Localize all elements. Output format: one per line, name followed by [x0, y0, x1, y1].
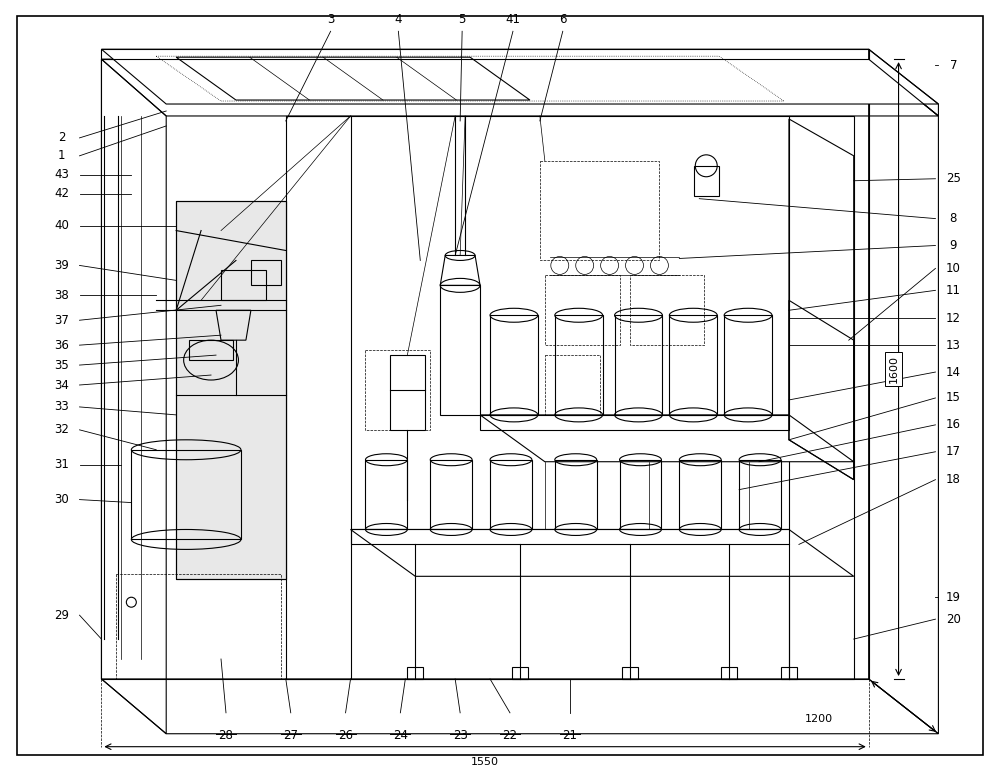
- Text: 28: 28: [219, 729, 233, 742]
- Text: 23: 23: [453, 729, 468, 742]
- Text: 12: 12: [946, 311, 961, 325]
- Text: 5: 5: [458, 13, 466, 25]
- Text: 18: 18: [946, 473, 961, 487]
- Text: 38: 38: [54, 289, 69, 301]
- Text: 37: 37: [54, 314, 69, 327]
- Text: 1550: 1550: [471, 756, 499, 766]
- Text: 40: 40: [54, 219, 69, 232]
- Text: 1600: 1600: [889, 355, 899, 383]
- Text: 24: 24: [393, 729, 408, 742]
- Polygon shape: [176, 200, 286, 579]
- Text: 14: 14: [946, 365, 961, 379]
- Polygon shape: [351, 530, 854, 576]
- Text: 29: 29: [54, 608, 69, 621]
- Text: 1: 1: [58, 150, 65, 163]
- Text: 9: 9: [950, 239, 957, 252]
- Text: 16: 16: [946, 419, 961, 431]
- Text: 25: 25: [946, 172, 961, 185]
- Text: 39: 39: [54, 259, 69, 272]
- Text: 4: 4: [395, 13, 402, 25]
- Text: 20: 20: [946, 613, 961, 625]
- Polygon shape: [101, 49, 938, 104]
- Text: 11: 11: [946, 284, 961, 297]
- Text: 34: 34: [54, 379, 69, 392]
- Text: 6: 6: [559, 13, 567, 25]
- Text: 8: 8: [950, 212, 957, 225]
- Text: 15: 15: [946, 392, 961, 405]
- Text: 19: 19: [946, 591, 961, 604]
- Text: 36: 36: [54, 338, 69, 352]
- Text: 13: 13: [946, 338, 961, 352]
- Text: 35: 35: [54, 359, 69, 372]
- Text: 7: 7: [950, 59, 957, 72]
- Text: 31: 31: [54, 458, 69, 471]
- Text: 3: 3: [327, 13, 334, 25]
- Text: 26: 26: [338, 729, 353, 742]
- Text: 33: 33: [54, 400, 69, 413]
- Text: 42: 42: [54, 187, 69, 200]
- Text: 27: 27: [283, 729, 298, 742]
- Text: 17: 17: [946, 446, 961, 458]
- Text: 1200: 1200: [805, 714, 833, 724]
- Text: 30: 30: [54, 493, 69, 506]
- Text: 41: 41: [505, 13, 520, 25]
- Text: 43: 43: [54, 168, 69, 181]
- Text: 21: 21: [562, 729, 577, 742]
- Polygon shape: [480, 415, 854, 462]
- Text: 22: 22: [502, 729, 517, 742]
- Text: 32: 32: [54, 423, 69, 436]
- Text: 10: 10: [946, 262, 961, 275]
- Text: 2: 2: [58, 131, 65, 144]
